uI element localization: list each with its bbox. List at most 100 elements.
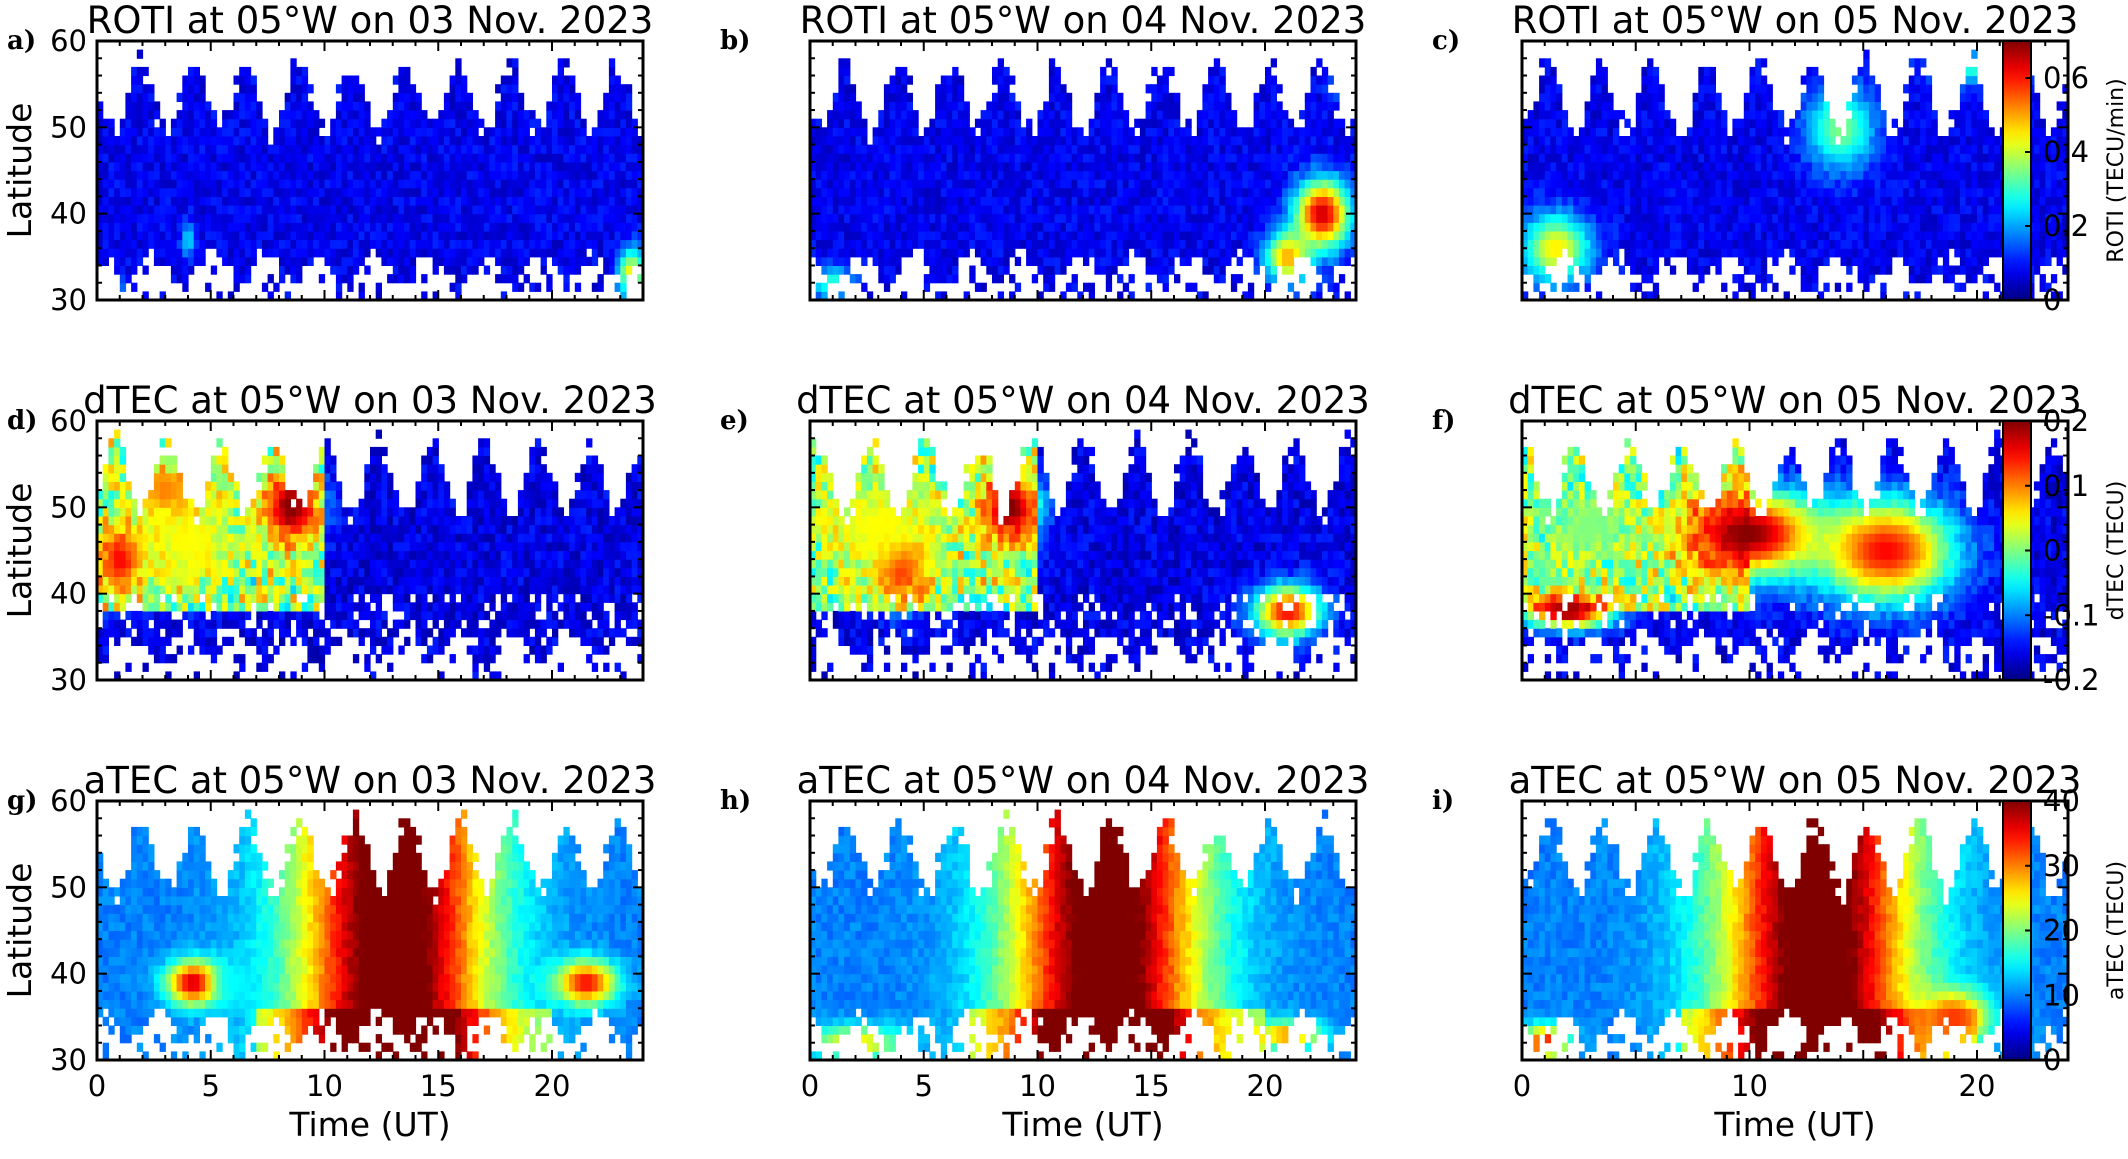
heatmap-cell	[1014, 205, 1022, 215]
heatmap-cell	[1191, 230, 1198, 241]
heatmap-cell	[1338, 230, 1346, 241]
heatmap-cell	[455, 75, 462, 85]
y-axis-label: Latitude	[0, 103, 39, 239]
heatmap-cell	[625, 239, 633, 249]
heatmap-cell	[1077, 170, 1084, 180]
heatmap-cell	[1247, 144, 1255, 154]
heatmap-cell	[980, 196, 987, 206]
heatmap-cell	[1567, 136, 1574, 146]
heatmap-cell	[136, 110, 144, 120]
heatmap-cell	[199, 230, 206, 241]
heatmap-cell	[330, 265, 337, 275]
heatmap-cell	[324, 205, 331, 215]
heatmap-cell	[199, 248, 206, 258]
heatmap-cell	[1299, 196, 1306, 206]
heatmap-cell	[889, 205, 896, 215]
heatmap-cell	[244, 161, 252, 172]
heatmap-cell	[1270, 265, 1277, 275]
heatmap-cell	[1065, 205, 1073, 215]
heatmap-cell	[546, 101, 553, 111]
heatmap-cell	[1338, 248, 1346, 258]
heatmap-cell	[569, 179, 576, 189]
heatmap-cell	[227, 222, 235, 232]
heatmap-cell	[895, 75, 902, 85]
heatmap-cell	[940, 144, 948, 154]
heatmap-cell	[1698, 205, 1705, 215]
heatmap-cell	[1117, 101, 1124, 111]
heatmap-cell	[1156, 230, 1164, 241]
heatmap-cell	[1658, 161, 1665, 172]
heatmap-cell	[381, 136, 388, 146]
heatmap-cell	[1613, 187, 1620, 197]
heatmap-cell	[1573, 239, 1580, 249]
heatmap-cell	[381, 248, 388, 258]
heatmap-cell	[1692, 196, 1699, 206]
heatmap-cell	[1647, 101, 1654, 111]
heatmap-cell	[461, 205, 468, 215]
heatmap-cell	[1760, 265, 1768, 275]
heatmap-cell	[1681, 136, 1688, 146]
heatmap-cell	[1003, 187, 1010, 197]
heatmap-cell	[233, 256, 240, 266]
heatmap-cell	[438, 256, 445, 266]
heatmap-cell	[318, 187, 326, 197]
heatmap-cell	[1527, 222, 1534, 232]
heatmap-cell	[1077, 222, 1084, 232]
heatmap-cell	[318, 274, 326, 284]
heatmap-cell	[1202, 222, 1209, 232]
heatmap-cell	[1156, 222, 1164, 232]
heatmap-cell	[375, 239, 382, 249]
heatmap-cell	[844, 230, 851, 241]
heatmap-cell	[1527, 161, 1534, 172]
heatmap-cell	[1686, 136, 1694, 146]
heatmap-cell	[614, 75, 621, 85]
heatmap-cell	[1338, 136, 1346, 146]
heatmap-cell	[330, 256, 337, 266]
heatmap-cell	[335, 161, 343, 172]
heatmap-cell	[97, 127, 104, 137]
heatmap-cell	[330, 239, 337, 249]
heatmap-cell	[1658, 127, 1665, 137]
heatmap-cell	[1704, 230, 1711, 241]
heatmap-cell	[1174, 110, 1181, 120]
heatmap-cell	[1601, 101, 1608, 111]
heatmap-cell	[301, 66, 309, 77]
heatmap-cell	[1704, 66, 1711, 77]
heatmap-cell	[563, 144, 570, 154]
heatmap-cell	[233, 170, 240, 180]
heatmap-cell	[1595, 170, 1603, 180]
heatmap-cell	[557, 170, 564, 180]
heatmap-cell	[1225, 205, 1232, 215]
heatmap-cell	[1760, 248, 1768, 258]
heatmap-cell	[866, 205, 874, 215]
heatmap-cell	[1743, 222, 1751, 232]
heatmap-cell	[832, 213, 840, 223]
heatmap-cell	[620, 274, 627, 284]
heatmap-cell	[883, 110, 891, 120]
heatmap-cell	[102, 127, 109, 137]
heatmap-cell	[1094, 222, 1101, 232]
heatmap-cell	[495, 153, 502, 163]
heatmap-cell	[940, 84, 948, 94]
heatmap-cell	[352, 239, 360, 249]
heatmap-cell	[855, 222, 862, 232]
heatmap-cell	[1253, 230, 1260, 241]
heatmap-cell	[495, 239, 502, 249]
heatmap-cell	[1544, 213, 1552, 223]
heatmap-cell	[1664, 222, 1671, 232]
heatmap-cell	[1003, 92, 1010, 102]
heatmap-cell	[188, 248, 195, 258]
heatmap-cell	[1122, 222, 1130, 232]
heatmap-cell	[603, 256, 610, 266]
heatmap-cell	[946, 75, 953, 85]
heatmap-cell	[222, 161, 229, 172]
heatmap-cell	[136, 118, 144, 128]
heatmap-cell	[608, 127, 616, 137]
heatmap-cell	[1647, 161, 1654, 172]
heatmap-cell	[997, 230, 1004, 241]
heatmap-cell	[108, 153, 115, 163]
heatmap-cell	[574, 179, 582, 189]
heatmap-cell	[102, 153, 109, 163]
heatmap-cell	[284, 205, 291, 215]
heatmap-cell	[500, 222, 508, 232]
